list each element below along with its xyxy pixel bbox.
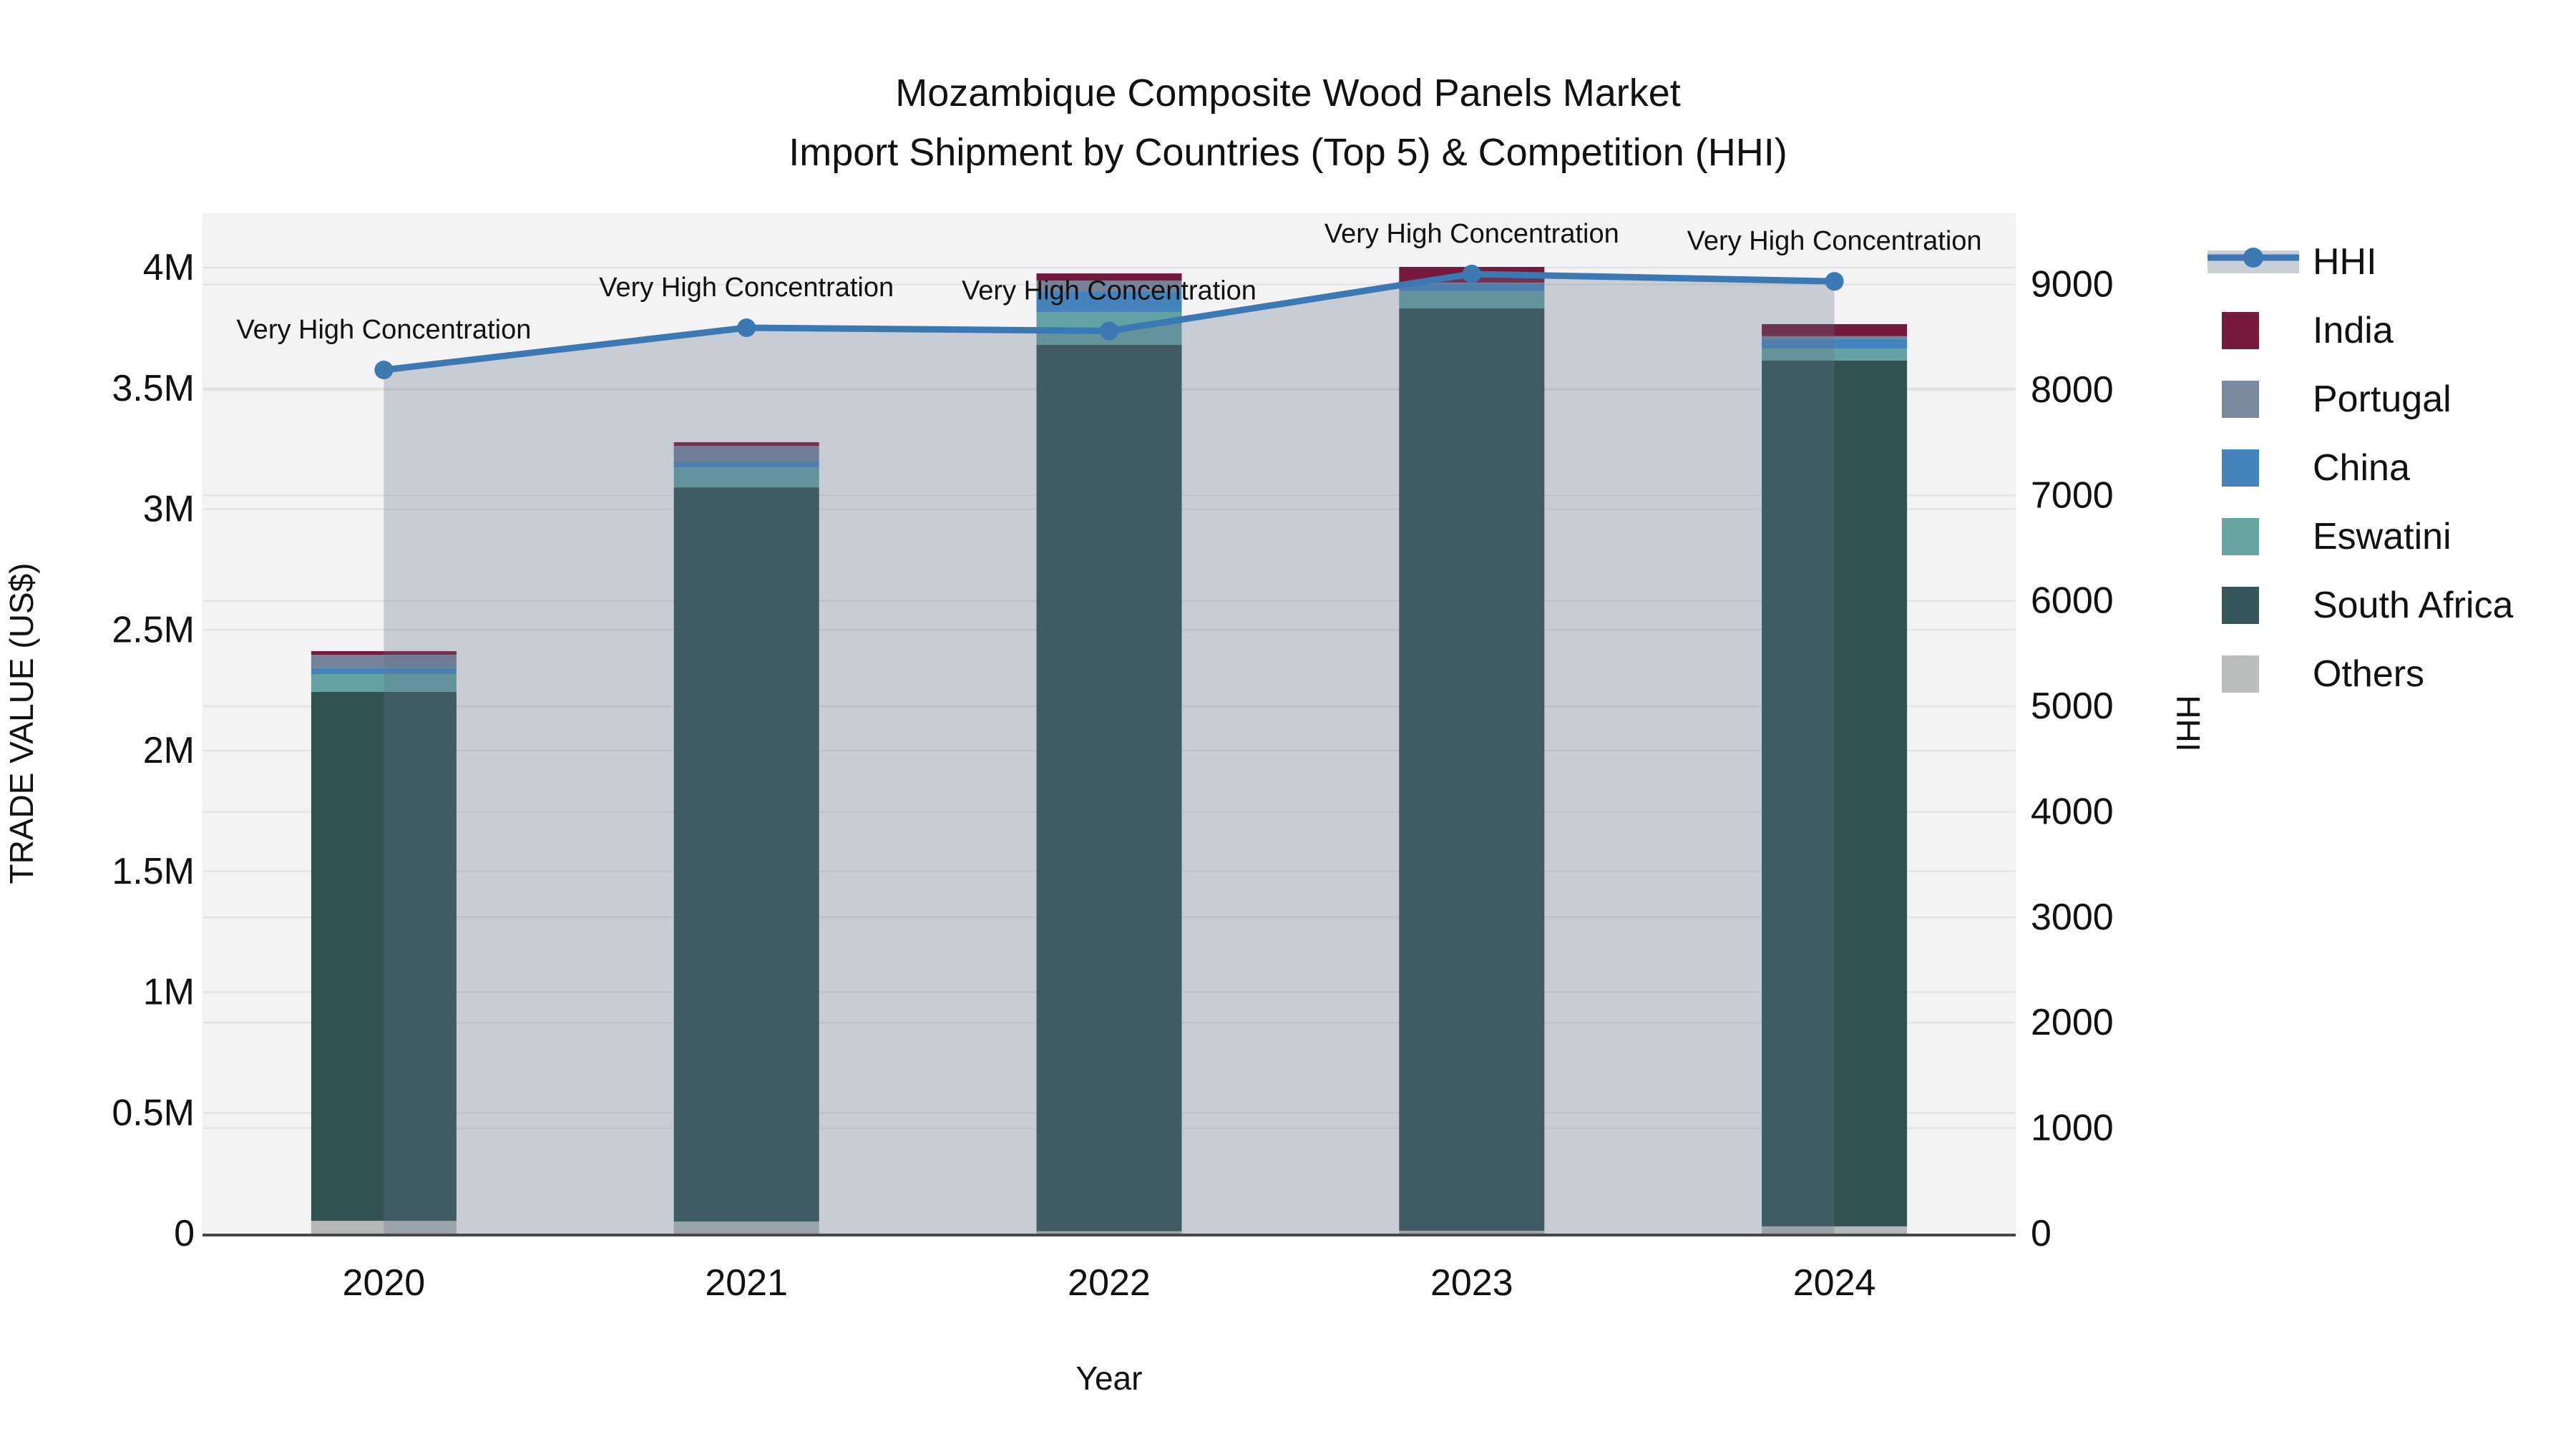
bar-segment-others	[673, 1221, 819, 1234]
annotation-label: Very High Concentration	[1687, 226, 1982, 256]
bar-segment-china	[1399, 283, 1545, 291]
bar-segment-eswatini	[1762, 348, 1908, 361]
bar-segment-china	[1762, 338, 1908, 349]
y-left-tick-label: 3M	[143, 489, 195, 530]
y-left-tick-label: 0	[174, 1213, 195, 1254]
bar-segment-india	[1036, 273, 1182, 281]
y-right-tick-label: 8000	[2031, 369, 2114, 411]
y-axis-left-title: TRADE VALUE (US$)	[3, 562, 40, 884]
x-tick-label: 2021	[705, 1262, 788, 1304]
bar-segment-china	[673, 462, 819, 468]
annotation-label: Very High Concentration	[1324, 219, 1619, 249]
y-left-tick-label: 1.5M	[112, 851, 195, 892]
hhi-marker	[1100, 321, 1118, 341]
hhi-marker	[1462, 264, 1481, 283]
bar-segment-portugal	[311, 655, 457, 668]
y-right-tick-label: 3000	[2031, 897, 2114, 938]
y-right-tick-label: 0	[2031, 1213, 2051, 1254]
y-right-tick-label: 1000	[2031, 1108, 2114, 1149]
bar-segment-south-africa	[1762, 360, 1908, 1226]
bar-segment-south-africa	[673, 487, 819, 1222]
annotation-label: Very High Concentration	[236, 315, 531, 345]
hhi-marker	[374, 360, 394, 379]
y-right-tick-label: 7000	[2031, 474, 2114, 516]
bar-segment-india	[1762, 323, 1908, 336]
legend-swatch-china	[2222, 449, 2259, 487]
bar-segment-others	[1036, 1231, 1182, 1234]
bar-segment-portugal	[673, 446, 819, 462]
y-left-tick-label: 0.5M	[112, 1092, 195, 1133]
annotation-label: Very High Concentration	[962, 275, 1257, 306]
legend-swatch-portugal	[2222, 381, 2259, 418]
y-right-tick-label: 4000	[2031, 791, 2114, 832]
y-left-tick-label: 2M	[143, 730, 195, 771]
legend-hhi-marker-swatch	[2243, 248, 2263, 268]
bar-segment-eswatini	[673, 467, 819, 488]
y-right-tick-label: 2000	[2031, 1002, 2114, 1043]
bar-segment-india	[311, 650, 457, 655]
legend-label: Eswatini	[2313, 516, 2451, 557]
x-tick-label: 2022	[1068, 1262, 1151, 1304]
hhi-marker	[1825, 272, 1844, 291]
y-right-tick-label: 6000	[2031, 580, 2114, 622]
bar-segment-others	[1762, 1226, 1908, 1234]
bar-segment-portugal	[1036, 280, 1182, 292]
legend-swatch-south-africa	[2222, 587, 2259, 624]
y-left-tick-label: 3.5M	[112, 368, 195, 409]
bar-segment-south-africa	[1036, 345, 1182, 1231]
bar-segment-india	[673, 442, 819, 447]
bar-segment-eswatini	[1399, 291, 1545, 308]
legend-label: South Africa	[2313, 585, 2513, 626]
bar-segment-portugal	[1762, 336, 1908, 339]
x-tick-label: 2020	[343, 1262, 426, 1304]
bar-segment-south-africa	[1399, 308, 1545, 1231]
legend-label: Portugal	[2313, 379, 2451, 420]
annotation-label: Very High Concentration	[599, 273, 894, 303]
bar-segment-south-africa	[311, 691, 457, 1221]
hhi-area-fill	[384, 273, 1835, 1234]
legend-swatch-india	[2222, 312, 2259, 349]
x-tick-label: 2023	[1430, 1262, 1513, 1304]
bar-segment-china	[1036, 291, 1182, 313]
legend: HHI India Portugal China Eswatini South Afric…	[2207, 241, 2513, 695]
y-right-tick-label: 5000	[2031, 686, 2114, 727]
plot-area: Very High Concentration Very High Concent…	[112, 213, 2114, 1304]
bar-segment-others	[311, 1221, 457, 1234]
legend-label: India	[2313, 310, 2394, 351]
legend-label: China	[2313, 447, 2410, 489]
bar-segment-eswatini	[311, 674, 457, 692]
y-left-tick-label: 1M	[143, 972, 195, 1013]
y-right-tick-label: 9000	[2031, 264, 2114, 306]
y-left-tick-label: 4M	[143, 247, 195, 288]
legend-swatch-eswatini	[2222, 518, 2259, 555]
chart-title-line1: Mozambique Composite Wood Panels Market	[895, 72, 1681, 114]
chart-title-line2: Import Shipment by Countries (Top 5) & C…	[789, 131, 1787, 174]
y-left-tick-label: 2.5M	[112, 609, 195, 650]
legend-label: HHI	[2313, 241, 2377, 283]
x-axis-title: Year	[1076, 1360, 1143, 1397]
hhi-marker	[737, 318, 756, 338]
bar-segment-others	[1399, 1230, 1545, 1234]
bar-segment-china	[311, 668, 457, 675]
y-axis-right-title: HHI	[2170, 695, 2207, 751]
legend-swatch-others	[2222, 655, 2259, 693]
x-tick-label: 2024	[1793, 1262, 1876, 1304]
legend-label: Others	[2313, 653, 2424, 695]
